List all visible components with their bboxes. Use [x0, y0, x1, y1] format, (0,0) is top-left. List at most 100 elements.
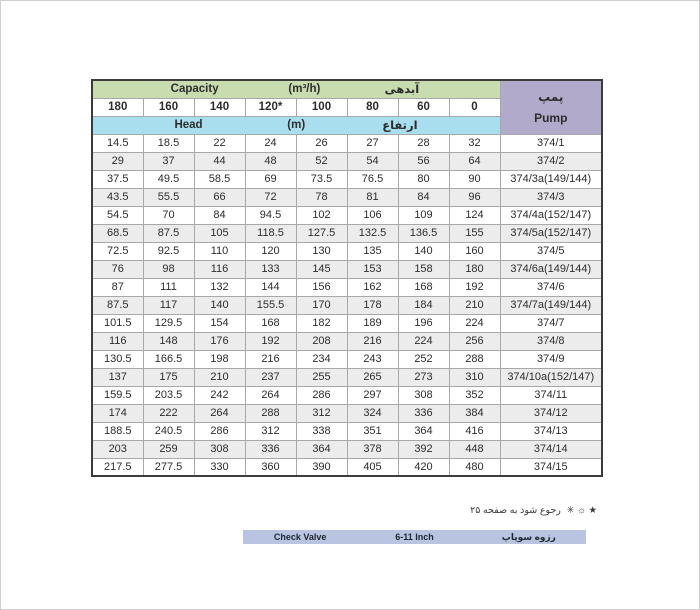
head-value-cell: 224	[448, 313, 501, 333]
head-value-cell: 106	[346, 205, 399, 225]
head-value-cell: 144	[244, 277, 297, 297]
flow-value-cell: 100	[295, 97, 348, 117]
table-row: 130.5 166.5 198 216 234 243 252 288 374/9	[91, 349, 603, 369]
check-valve-bar: Check Valve 6-11 Inch رزوه سوپاپ	[243, 530, 586, 544]
head-value-cell: 155.5	[244, 295, 297, 315]
flow-value-cell: 120*	[244, 97, 297, 117]
head-value-cell: 198	[193, 349, 246, 369]
head-value-cell: 448	[448, 439, 501, 459]
head-value-cell: 54.5	[91, 205, 144, 225]
head-value-cell: 405	[346, 457, 399, 477]
pump-model-cell: 374/13	[499, 421, 603, 441]
head-value-cell: 420	[397, 457, 450, 477]
head-value-cell: 312	[295, 403, 348, 423]
head-value-cell: 84	[193, 205, 246, 225]
head-unit-label: (m)	[287, 119, 306, 131]
head-value-cell: 52	[295, 151, 348, 171]
capacity-label-fa: آبدهی	[384, 84, 420, 97]
pump-model-cell: 374/2	[499, 151, 603, 171]
head-value-cell: 49.5	[142, 169, 195, 189]
head-value-cell: 224	[397, 331, 450, 351]
head-value-cell: 390	[295, 457, 348, 477]
head-value-cell: 105	[193, 223, 246, 243]
table-row: 43.5 55.5 66 72 78 81 84 96 374/3	[91, 187, 603, 207]
pump-model-cell: 374/8	[499, 331, 603, 351]
head-value-cell: 196	[397, 313, 450, 333]
head-value-cell: 117	[142, 295, 195, 315]
head-value-cell: 81	[346, 187, 399, 207]
head-value-cell: 264	[193, 403, 246, 423]
head-value-cell: 87.5	[142, 223, 195, 243]
head-header: Head (m) ارتفاع	[91, 115, 501, 135]
head-value-cell: 243	[346, 349, 399, 369]
table-row: 29 37 44 48 52 54 56 64 374/2	[91, 151, 603, 171]
pump-model-cell: 374/10a(152/147)	[499, 367, 603, 387]
head-value-cell: 32	[448, 133, 501, 153]
head-value-cell: 360	[244, 457, 297, 477]
table-row: 68.5 87.5 105 118.5 127.5 132.5 136.5 155 374/5a…	[91, 223, 603, 243]
head-value-cell: 170	[295, 295, 348, 315]
head-value-cell: 56	[397, 151, 450, 171]
head-value-cell: 94.5	[244, 205, 297, 225]
head-label-en: Head	[174, 119, 203, 131]
head-value-cell: 24	[244, 133, 297, 153]
head-value-cell: 237	[244, 367, 297, 387]
head-value-cell: 55.5	[142, 187, 195, 207]
head-value-cell: 288	[448, 349, 501, 369]
head-value-cell: 28	[397, 133, 450, 153]
table-row: 37.5 49.5 58.5 69 73.5 76.5 80 90 374/3a(149/144…	[91, 169, 603, 189]
head-value-cell: 69	[244, 169, 297, 189]
head-value-cell: 217.5	[91, 457, 144, 477]
pump-model-cell: 374/5a(152/147)	[499, 223, 603, 243]
pump-model-cell: 374/6	[499, 277, 603, 297]
head-value-cell: 180	[448, 259, 501, 279]
table-row: 76 98 116 133 145 153 158 180 374/6a(149/144)	[91, 259, 603, 279]
capacity-header: Capacity (m³/h) آبدهی	[91, 79, 501, 99]
head-header-row: Head (m) ارتفاع	[91, 115, 602, 135]
head-value-cell: 168	[244, 313, 297, 333]
pump-model-cell: 374/4a(152/147)	[499, 205, 603, 225]
head-value-cell: 351	[346, 421, 399, 441]
head-value-cell: 416	[448, 421, 501, 441]
head-value-cell: 384	[448, 403, 501, 423]
head-value-cell: 188.5	[91, 421, 144, 441]
table-row: 14.5 18.5 22 24 26 27 28 32 374/1	[91, 133, 603, 153]
head-value-cell: 73.5	[295, 169, 348, 189]
head-value-cell: 87	[91, 277, 144, 297]
flow-value-cell: 180	[91, 97, 144, 117]
flow-value-cell: 140	[193, 97, 246, 117]
head-value-cell: 129.5	[142, 313, 195, 333]
head-value-cell: 133	[244, 259, 297, 279]
head-value-cell: 96	[448, 187, 501, 207]
head-value-cell: 154	[193, 313, 246, 333]
head-value-cell: 148	[142, 331, 195, 351]
pump-label-fa: پمپ	[538, 89, 564, 104]
head-value-cell: 22	[193, 133, 246, 153]
head-value-cell: 286	[295, 385, 348, 405]
head-value-cell: 174	[91, 403, 144, 423]
head-value-cell: 364	[397, 421, 450, 441]
head-value-cell: 308	[193, 439, 246, 459]
head-value-cell: 176	[193, 331, 246, 351]
flow-value-cell: 60	[397, 97, 450, 117]
head-value-cell: 168	[397, 277, 450, 297]
head-value-cell: 166.5	[142, 349, 195, 369]
table-row: 87 111 132 144 156 162 168 192 374/6	[91, 277, 603, 297]
pump-model-cell: 374/5	[499, 241, 603, 261]
head-value-cell: 210	[193, 367, 246, 387]
head-value-cell: 160	[448, 241, 501, 261]
head-value-cell: 192	[244, 331, 297, 351]
footnote: ★ ☼ ✳ رجوع شود به صفحه ۲۵	[470, 505, 597, 516]
head-value-cell: 277.5	[142, 457, 195, 477]
head-value-cell: 255	[295, 367, 348, 387]
head-value-cell: 352	[448, 385, 501, 405]
pump-model-cell: 374/3a(149/144)	[499, 169, 603, 189]
head-value-cell: 336	[397, 403, 450, 423]
head-value-cell: 44	[193, 151, 246, 171]
table-row: 174 222 264 288 312 324 336 384 374/12	[91, 403, 603, 423]
flow-values-row: 180 160 140 120* 100 80 60 0	[91, 97, 602, 117]
head-value-cell: 336	[244, 439, 297, 459]
head-label-fa: ارتفاع	[382, 120, 418, 132]
table-body: 14.5 18.5 22 24 26 27 28 32 374/1 29 37 44 48 52 54 56 6…	[91, 133, 603, 477]
